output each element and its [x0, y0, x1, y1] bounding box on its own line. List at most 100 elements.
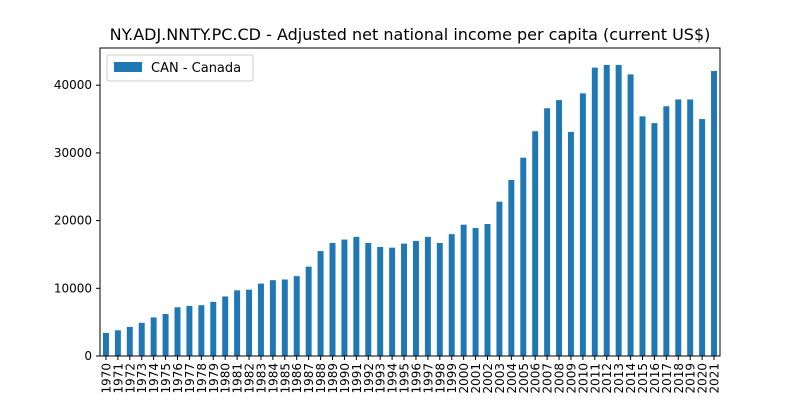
- x-tick-label: 2000: [457, 363, 471, 394]
- bar-1973: [138, 322, 145, 356]
- x-tick-label: 1988: [314, 363, 328, 394]
- bar-2001: [472, 228, 479, 356]
- bar-2010: [579, 93, 586, 356]
- bar-2020: [699, 119, 706, 356]
- bar-1984: [269, 280, 276, 356]
- bar-1979: [210, 301, 217, 356]
- bar-1970: [102, 332, 109, 356]
- bar-2006: [532, 131, 539, 356]
- bar-1976: [174, 307, 181, 356]
- bar-1974: [150, 317, 157, 356]
- legend-swatch: [114, 62, 142, 72]
- x-tick-label: 2021: [708, 363, 722, 394]
- bar-2011: [591, 67, 598, 356]
- x-axis: 1970197119721973197419751976197719781979…: [99, 356, 722, 394]
- bar-1989: [329, 242, 336, 356]
- bar-1997: [424, 236, 431, 356]
- bar-1990: [341, 239, 348, 356]
- x-tick-label: 1992: [362, 363, 376, 394]
- x-tick-label: 2012: [600, 363, 614, 394]
- x-tick-label: 1990: [338, 363, 352, 394]
- x-tick-label: 1972: [123, 363, 137, 394]
- x-tick-label: 2018: [672, 363, 686, 394]
- y-tick-label: 30000: [54, 146, 92, 160]
- x-tick-label: 2011: [588, 363, 602, 394]
- bar-1986: [293, 276, 300, 356]
- bar-2015: [639, 116, 646, 357]
- x-tick-label: 2004: [505, 363, 519, 394]
- bar-2003: [496, 201, 503, 356]
- y-tick-label: 10000: [54, 281, 92, 295]
- bar-1978: [198, 305, 205, 356]
- bar-1982: [246, 289, 253, 356]
- x-tick-label: 1971: [111, 363, 125, 394]
- bar-1983: [257, 283, 264, 356]
- bar-1981: [234, 290, 241, 356]
- x-tick-label: 1999: [445, 363, 459, 394]
- x-tick-label: 1970: [99, 363, 113, 394]
- x-tick-label: 2008: [553, 363, 567, 394]
- x-tick-label: 1985: [278, 363, 292, 394]
- bar-2017: [663, 106, 670, 356]
- x-tick-label: 1995: [398, 363, 412, 394]
- bar-series: [102, 64, 718, 357]
- bar-1985: [281, 279, 288, 356]
- x-tick-label: 1982: [243, 363, 257, 394]
- bar-1971: [114, 330, 121, 356]
- bar-1998: [436, 242, 443, 356]
- x-tick-label: 1976: [171, 363, 185, 394]
- x-tick-label: 1996: [409, 363, 423, 394]
- x-tick-label: 1980: [219, 363, 233, 394]
- bar-2008: [556, 100, 563, 357]
- x-tick-label: 2007: [541, 363, 555, 394]
- bar-2016: [651, 123, 658, 356]
- bar-1999: [448, 234, 455, 356]
- x-tick-label: 2009: [564, 363, 578, 394]
- bar-2007: [544, 108, 551, 356]
- x-tick-label: 1978: [195, 363, 209, 394]
- x-tick-label: 2020: [696, 363, 710, 394]
- bar-2013: [615, 64, 622, 357]
- x-tick-label: 1987: [302, 363, 316, 394]
- x-tick-label: 1997: [421, 363, 435, 394]
- x-tick-label: 1998: [433, 363, 447, 394]
- x-tick-label: 2019: [684, 363, 698, 394]
- x-tick-label: 1974: [147, 363, 161, 394]
- bar-1975: [162, 314, 169, 356]
- y-tick-label: 20000: [54, 214, 92, 228]
- x-tick-label: 2003: [493, 363, 507, 394]
- bar-1993: [377, 247, 384, 356]
- plot-frame: [99, 47, 721, 357]
- bar-1995: [401, 243, 408, 356]
- bar-1977: [186, 305, 193, 356]
- x-tick-label: 2010: [576, 363, 590, 394]
- bar-2004: [508, 180, 515, 356]
- bar-2019: [687, 99, 694, 356]
- x-tick-label: 1983: [254, 363, 268, 394]
- bar-2018: [675, 99, 682, 356]
- bar-2009: [567, 131, 574, 356]
- x-tick-label: 1986: [290, 363, 304, 394]
- x-tick-label: 1973: [135, 363, 149, 394]
- bar-1994: [389, 247, 396, 356]
- x-tick-label: 2016: [648, 363, 662, 394]
- bar-1991: [353, 236, 360, 356]
- bar-2000: [460, 224, 467, 356]
- y-axis: 0 10000 20000 30000 40000: [54, 78, 100, 363]
- bar-2005: [520, 157, 527, 356]
- legend: CAN - Canada: [106, 54, 254, 82]
- x-tick-label: 1981: [231, 363, 245, 394]
- x-tick-label: 1993: [374, 363, 388, 394]
- x-tick-label: 2001: [469, 363, 483, 394]
- legend-box: [106, 54, 254, 82]
- x-tick-label: 1975: [159, 363, 173, 394]
- y-tick-label: 40000: [54, 78, 92, 92]
- x-tick-label: 1977: [183, 363, 197, 394]
- bar-1988: [317, 251, 324, 356]
- chart-title: NY.ADJ.NNTY.PC.CD - Adjusted net nationa…: [110, 25, 711, 44]
- bar-1992: [365, 242, 372, 356]
- x-tick-label: 2017: [660, 363, 674, 394]
- x-tick-label: 1989: [326, 363, 340, 394]
